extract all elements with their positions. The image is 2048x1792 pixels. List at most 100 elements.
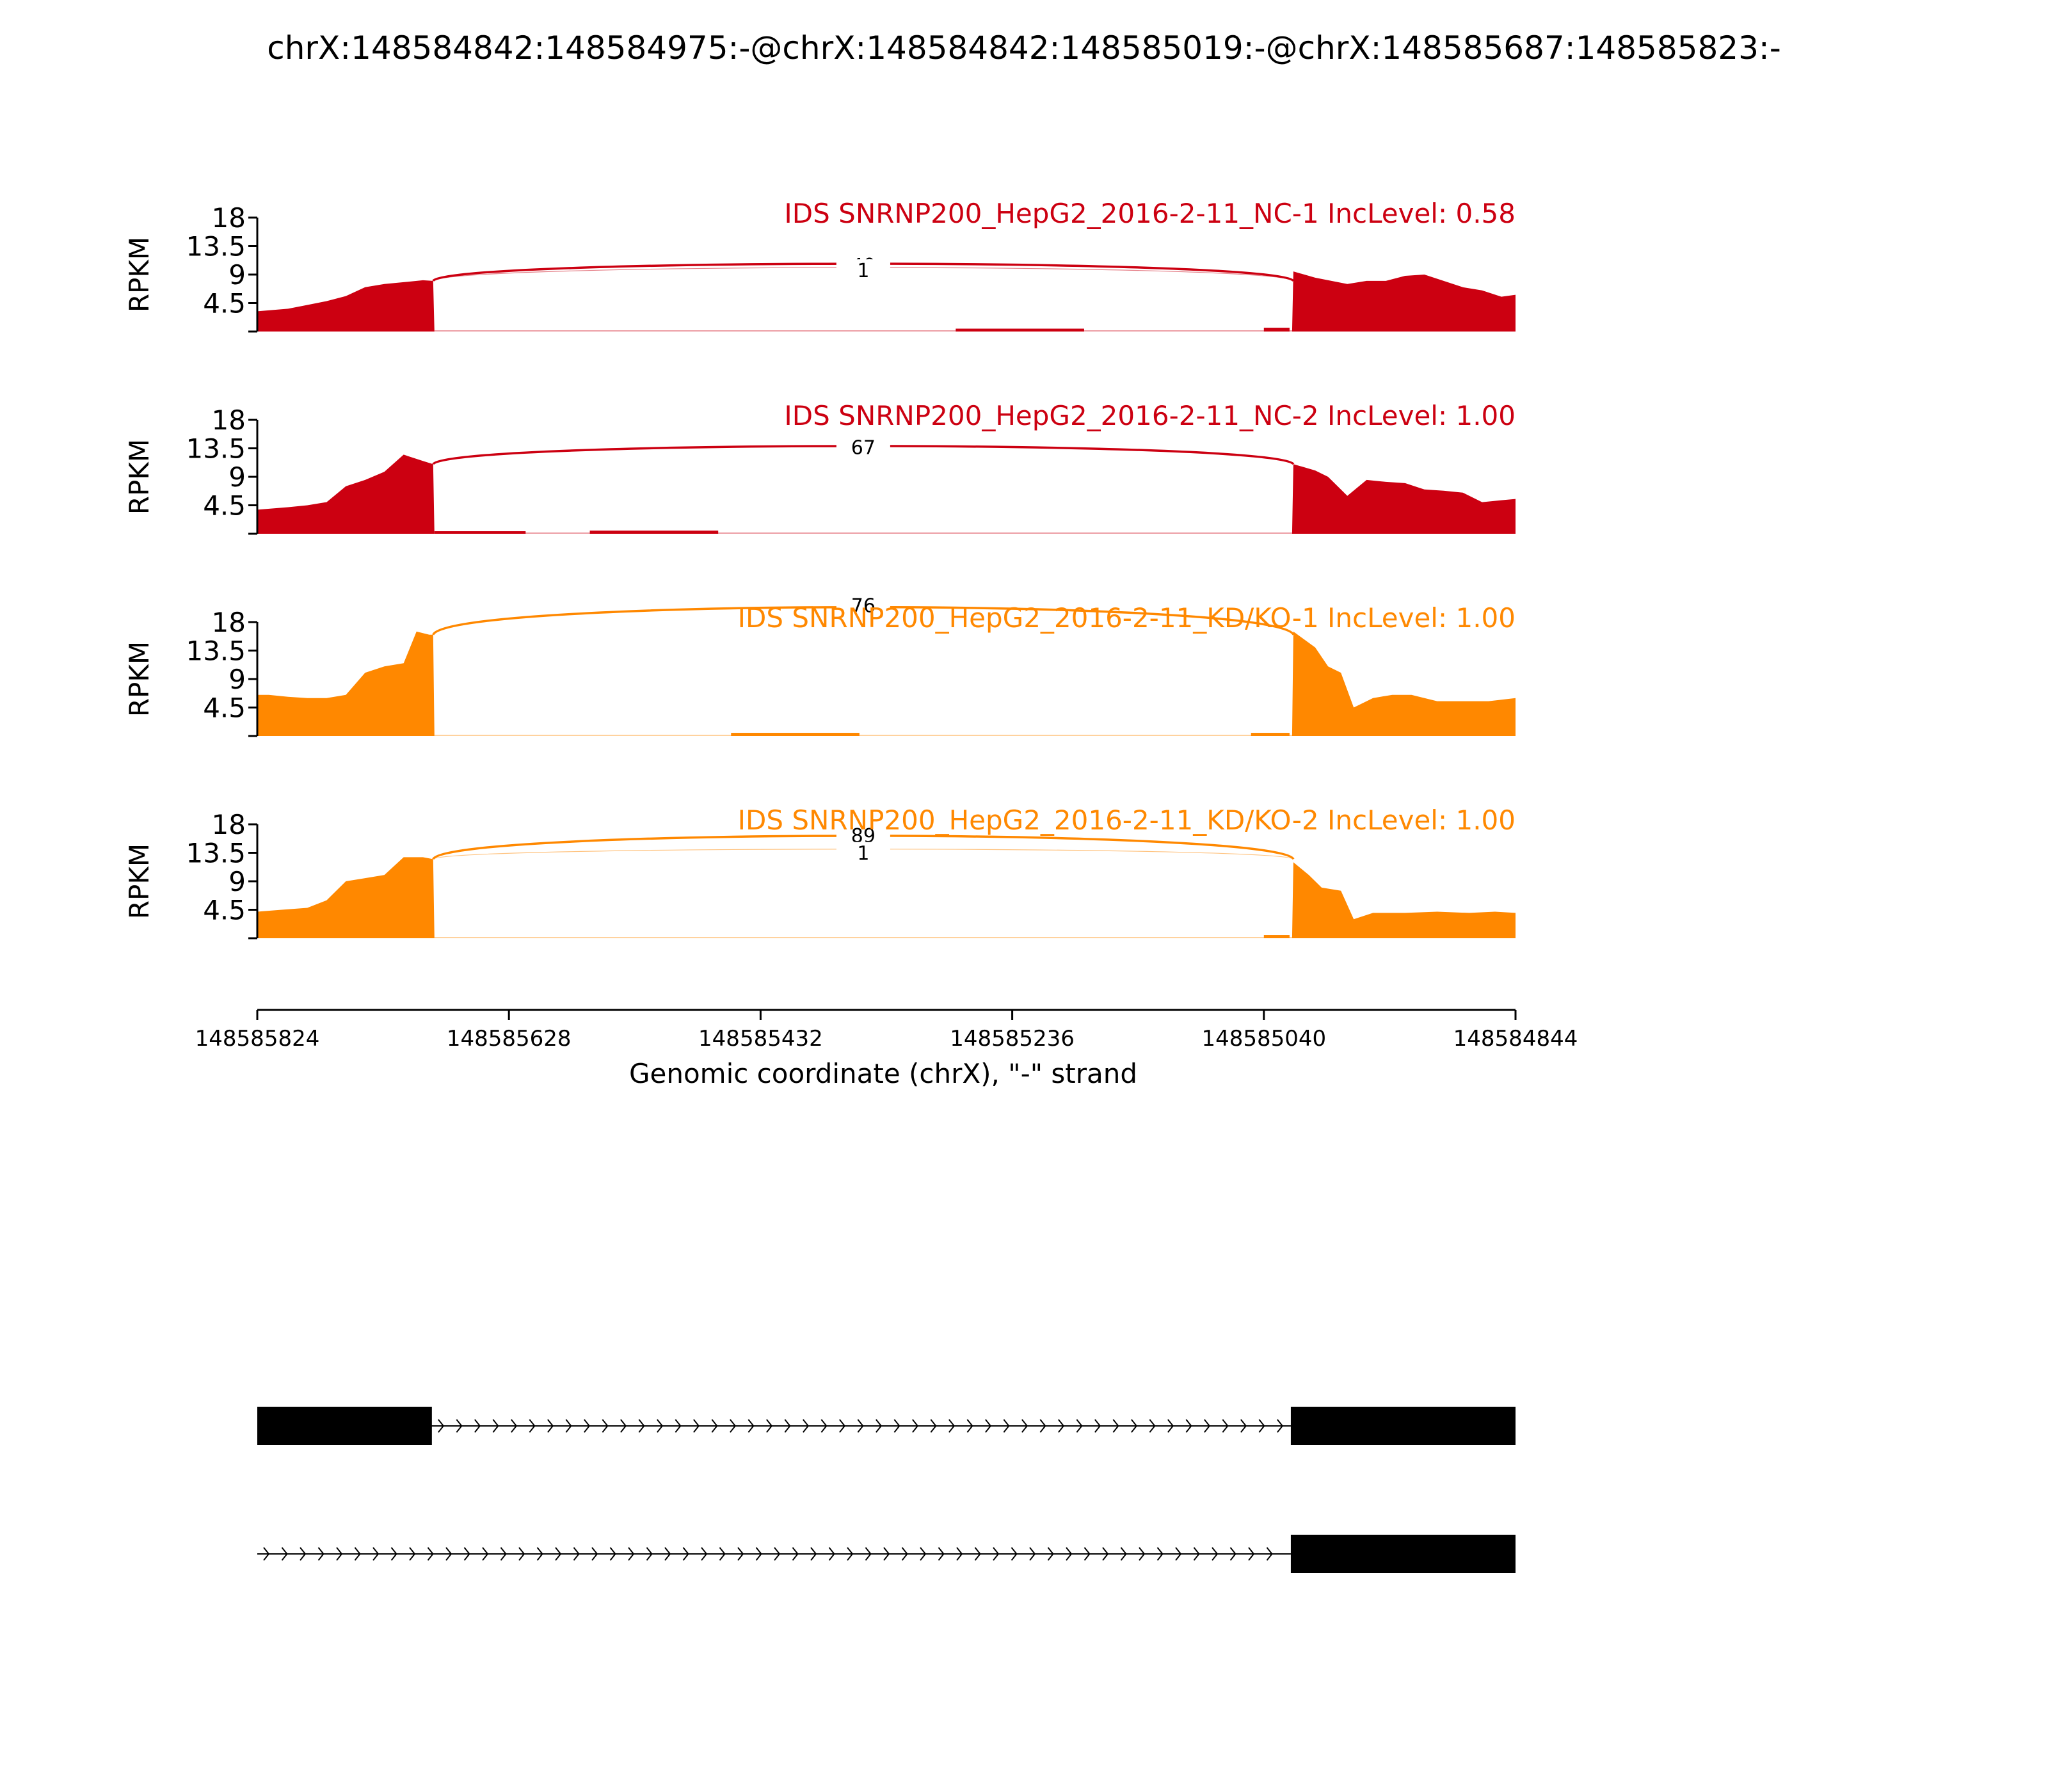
coverage-area xyxy=(257,631,1516,736)
strand-arrow xyxy=(390,1547,397,1561)
strand-arrow xyxy=(372,1547,380,1561)
strand-arrow xyxy=(547,1419,554,1433)
strand-arrow xyxy=(701,1547,708,1561)
strand-arrow xyxy=(591,1547,598,1561)
transcript-models xyxy=(257,1407,1516,1573)
strand-arrow xyxy=(956,1547,963,1561)
strand-arrow xyxy=(438,1419,445,1433)
strand-arrow xyxy=(474,1419,481,1433)
strand-arrow xyxy=(803,1419,810,1433)
strand-arrow xyxy=(336,1547,343,1561)
strand-arrow xyxy=(1011,1547,1018,1561)
y-axis-label: RPKM xyxy=(124,237,155,312)
x-tick-label: 148585824 xyxy=(195,1026,320,1052)
strand-arrow xyxy=(1185,1419,1192,1433)
strand-arrow xyxy=(857,1419,864,1433)
low-coverage-segment xyxy=(731,733,860,736)
panel-label: IDS SNRNP200_HepG2_2016-2-11_NC-2 IncLev… xyxy=(784,400,1516,431)
y-tick-label: 4.5 xyxy=(203,490,246,522)
strand-arrow xyxy=(682,1547,689,1561)
strand-arrow xyxy=(675,1419,682,1433)
strand-arrow xyxy=(1076,1419,1083,1433)
strand-arrow xyxy=(1131,1419,1138,1433)
y-tick-label: 13.5 xyxy=(186,231,246,262)
strand-arrow xyxy=(1175,1547,1182,1561)
strand-arrow xyxy=(1193,1547,1200,1561)
strand-arrow xyxy=(876,1419,883,1433)
strand-arrow xyxy=(518,1547,525,1561)
y-tick-label: 9 xyxy=(228,664,246,695)
strand-arrow xyxy=(839,1419,846,1433)
strand-arrow xyxy=(1156,1547,1164,1561)
strand-arrow xyxy=(912,1419,919,1433)
strand-arrow xyxy=(748,1419,755,1433)
strand-arrow xyxy=(966,1419,973,1433)
x-axis-label: Genomic coordinate (chrX), "-" strand xyxy=(629,1058,1137,1089)
panel-label: IDS SNRNP200_HepG2_2016-2-11_KD/KO-1 Inc… xyxy=(738,602,1516,634)
strand-arrow xyxy=(1248,1547,1255,1561)
strand-arrow xyxy=(1112,1419,1119,1433)
x-tick-label: 148584844 xyxy=(1453,1026,1578,1052)
x-tick-label: 148585040 xyxy=(1201,1026,1326,1052)
strand-arrow xyxy=(1039,1419,1046,1433)
y-tick-label: 18 xyxy=(212,809,246,840)
strand-arrow xyxy=(664,1547,671,1561)
low-coverage-segment xyxy=(1251,733,1290,736)
chart-title: chrX:148584842:148584975:-@chrX:14858484… xyxy=(267,29,1781,67)
strand-arrow xyxy=(893,1419,900,1433)
panel-label: IDS SNRNP200_HepG2_2016-2-11_NC-1 IncLev… xyxy=(784,198,1516,229)
strand-arrow xyxy=(711,1419,718,1433)
strand-arrow xyxy=(609,1547,616,1561)
x-tick-label: 148585628 xyxy=(447,1026,572,1052)
low-coverage-segment xyxy=(956,328,1084,332)
strand-arrow xyxy=(1066,1547,1073,1561)
strand-arrow xyxy=(766,1419,773,1433)
strand-arrow xyxy=(828,1547,835,1561)
coverage-area xyxy=(257,857,1516,938)
strand-arrow xyxy=(1222,1419,1229,1433)
strand-arrow xyxy=(948,1419,956,1433)
junction-label: 67 xyxy=(851,437,876,460)
strand-arrow xyxy=(456,1419,463,1433)
strand-arrow xyxy=(820,1419,828,1433)
junction-label-box xyxy=(836,594,890,618)
strand-arrow xyxy=(1139,1547,1146,1561)
low-coverage-segment xyxy=(589,531,719,534)
strand-arrow xyxy=(1204,1419,1211,1433)
strand-arrow xyxy=(500,1547,507,1561)
strand-arrow xyxy=(529,1419,536,1433)
low-coverage-segment xyxy=(434,531,526,534)
strand-arrow xyxy=(536,1547,543,1561)
y-tick-label: 18 xyxy=(212,404,246,436)
strand-arrow xyxy=(409,1547,416,1561)
y-axis-label: RPKM xyxy=(124,844,155,919)
y-tick-label: 4.5 xyxy=(203,288,246,319)
strand-arrow xyxy=(1084,1547,1091,1561)
strand-arrow xyxy=(482,1547,489,1561)
strand-arrow xyxy=(445,1547,452,1561)
strand-arrow xyxy=(1021,1419,1028,1433)
junction-label: 76 xyxy=(851,595,876,617)
strand-arrow xyxy=(555,1547,562,1561)
strand-arrow xyxy=(1277,1419,1284,1433)
junction-label: 1 xyxy=(857,843,869,865)
transcript-2 xyxy=(257,1535,1516,1573)
strand-arrow xyxy=(883,1547,890,1561)
strand-arrow xyxy=(620,1419,627,1433)
strand-arrow xyxy=(1149,1419,1156,1433)
exon-block xyxy=(1290,1535,1516,1573)
y-axis-label: RPKM xyxy=(124,439,155,515)
x-tick-label: 148585432 xyxy=(698,1026,823,1052)
strand-arrow xyxy=(1240,1419,1247,1433)
strand-arrow xyxy=(1212,1547,1219,1561)
x-axis: Genomic coordinate (chrX), "-" strand 14… xyxy=(195,1009,1578,1089)
strand-arrow xyxy=(1058,1419,1065,1433)
y-axis-label: RPKM xyxy=(124,641,155,717)
strand-arrow xyxy=(810,1547,817,1561)
coverage-area xyxy=(257,271,1516,332)
y-tick-label: 13.5 xyxy=(186,433,246,465)
strand-arrow xyxy=(657,1419,664,1433)
x-tick-label: 148585236 xyxy=(950,1026,1075,1052)
